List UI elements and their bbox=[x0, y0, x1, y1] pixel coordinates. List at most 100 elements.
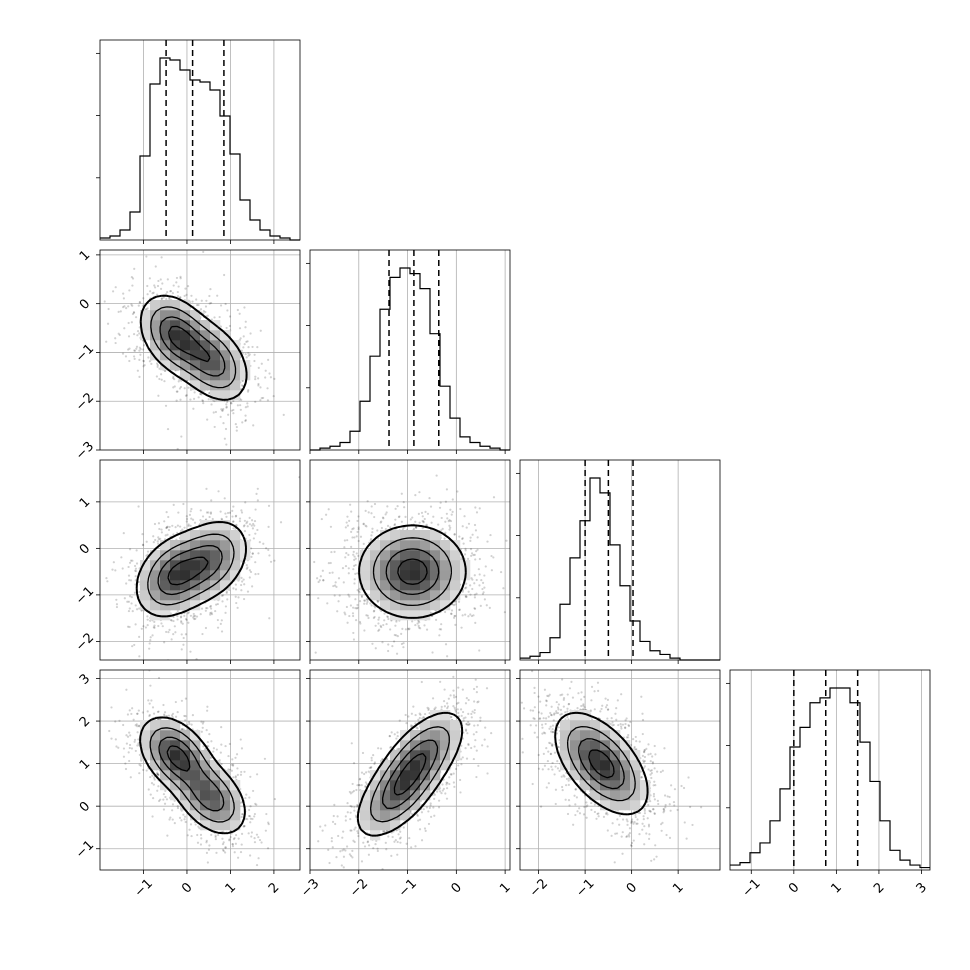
sample-point bbox=[366, 500, 369, 503]
density-cell bbox=[140, 590, 151, 601]
density-cell bbox=[170, 310, 181, 321]
histogram-bin bbox=[340, 442, 350, 450]
sample-point bbox=[251, 527, 255, 530]
histogram-bin bbox=[770, 821, 780, 870]
sample-point bbox=[157, 542, 160, 545]
density-cell bbox=[210, 540, 221, 551]
sample-point bbox=[465, 582, 468, 585]
sample-point bbox=[363, 599, 366, 602]
sample-point bbox=[207, 398, 210, 401]
sample-point bbox=[137, 505, 140, 508]
sample-point bbox=[363, 602, 366, 605]
sample-point bbox=[469, 536, 472, 539]
sample-point bbox=[366, 614, 369, 617]
sample-point bbox=[112, 561, 115, 564]
sample-point bbox=[474, 558, 477, 561]
sample-point bbox=[391, 645, 394, 648]
density-cell bbox=[210, 390, 221, 401]
sample-point bbox=[256, 499, 259, 502]
sample-point bbox=[157, 536, 160, 539]
sample-point bbox=[513, 586, 515, 588]
sample-point bbox=[179, 398, 182, 401]
sample-point bbox=[245, 564, 248, 567]
density-cell bbox=[160, 610, 171, 621]
sample-point bbox=[209, 287, 212, 291]
sample-point bbox=[392, 640, 396, 643]
density-cell bbox=[200, 580, 211, 591]
sample-point bbox=[195, 615, 199, 618]
sample-point bbox=[189, 614, 193, 617]
density-cell bbox=[380, 570, 391, 581]
density-layer bbox=[310, 474, 515, 660]
sample-point bbox=[210, 403, 213, 406]
sample-point bbox=[145, 554, 148, 557]
sample-point bbox=[356, 519, 359, 523]
sample-point bbox=[240, 511, 244, 514]
sample-point bbox=[192, 616, 195, 619]
sample-point bbox=[205, 487, 208, 490]
sample-point bbox=[179, 277, 182, 280]
histogram-bin bbox=[810, 703, 820, 870]
sample-point bbox=[244, 418, 247, 422]
sample-point bbox=[453, 614, 456, 618]
density-layer bbox=[105, 476, 300, 660]
sample-point bbox=[134, 316, 138, 319]
sample-point bbox=[382, 517, 385, 520]
sample-point bbox=[360, 594, 363, 597]
sample-point bbox=[244, 320, 247, 323]
sample-point bbox=[165, 630, 168, 634]
sample-point bbox=[189, 398, 192, 401]
sample-point bbox=[492, 556, 495, 559]
sample-point bbox=[153, 522, 157, 526]
density-cell bbox=[180, 370, 191, 381]
sample-point bbox=[205, 606, 208, 610]
density-cell bbox=[420, 600, 431, 611]
sample-point bbox=[172, 386, 175, 389]
sample-point bbox=[330, 550, 333, 554]
density-cell bbox=[140, 320, 151, 331]
sample-point bbox=[134, 623, 137, 626]
sample-point bbox=[247, 346, 250, 349]
sample-point bbox=[347, 572, 350, 575]
sample-point bbox=[478, 573, 481, 576]
histogram-bin bbox=[620, 586, 630, 660]
scatter-panel-0-2: −2−101 bbox=[73, 459, 301, 664]
histogram-bin bbox=[400, 268, 410, 450]
x-tick-label: 1 bbox=[829, 880, 845, 896]
histogram-bin bbox=[130, 212, 140, 240]
sample-point bbox=[370, 604, 373, 607]
sample-point bbox=[344, 564, 348, 568]
sample-point bbox=[321, 569, 324, 572]
sample-point bbox=[386, 505, 389, 508]
sample-point bbox=[273, 377, 276, 380]
sample-point bbox=[438, 506, 442, 509]
density-cell bbox=[200, 590, 211, 601]
histogram-bin bbox=[410, 274, 420, 450]
sample-point bbox=[172, 284, 175, 287]
sample-point bbox=[348, 519, 351, 523]
panel-frame bbox=[99, 459, 301, 661]
sample-point bbox=[269, 376, 273, 379]
sample-point bbox=[473, 607, 477, 610]
sample-point bbox=[347, 567, 350, 570]
density-cell bbox=[220, 540, 231, 551]
sample-point bbox=[354, 607, 357, 610]
sample-point bbox=[444, 610, 447, 614]
sample-point bbox=[439, 501, 442, 504]
sample-point bbox=[210, 612, 214, 616]
sample-point bbox=[260, 397, 263, 400]
density-cell bbox=[140, 330, 151, 341]
sample-point bbox=[201, 515, 205, 518]
sample-point bbox=[356, 530, 359, 534]
sample-point bbox=[182, 636, 185, 640]
y-tick-label: 1 bbox=[77, 248, 93, 264]
sample-point bbox=[189, 510, 192, 513]
sample-point bbox=[156, 772, 159, 775]
sample-point bbox=[133, 355, 136, 358]
sample-point bbox=[156, 540, 159, 543]
sample-point bbox=[148, 277, 151, 280]
sample-point bbox=[134, 579, 137, 582]
sample-point bbox=[357, 526, 360, 529]
sample-point bbox=[352, 631, 355, 635]
density-cell bbox=[160, 570, 171, 581]
